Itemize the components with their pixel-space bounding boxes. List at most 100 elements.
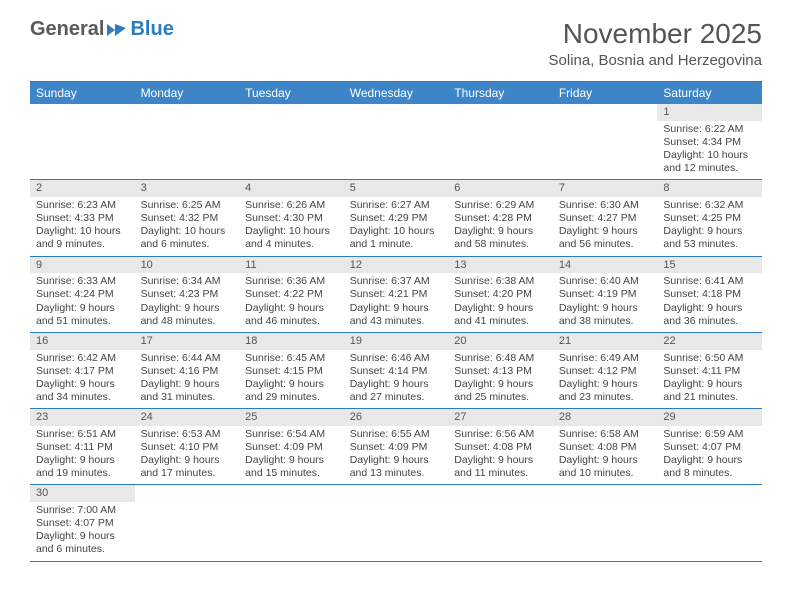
day-sunrise: Sunrise: 6:44 AM — [141, 352, 234, 365]
day-sunrise: Sunrise: 6:55 AM — [350, 428, 443, 441]
day-body: Sunrise: 6:55 AMSunset: 4:09 PMDaylight:… — [344, 426, 449, 485]
day-cell: 14Sunrise: 6:40 AMSunset: 4:19 PMDayligh… — [553, 257, 658, 332]
day-cell: 23Sunrise: 6:51 AMSunset: 4:11 PMDayligh… — [30, 409, 135, 484]
day-sunset: Sunset: 4:25 PM — [663, 212, 756, 225]
day-number: 27 — [448, 409, 553, 426]
day-sunset: Sunset: 4:09 PM — [245, 441, 338, 454]
day-sunrise: Sunrise: 6:59 AM — [663, 428, 756, 441]
day-daylight: Daylight: 9 hours and 58 minutes. — [454, 225, 547, 251]
day-number: 8 — [657, 180, 762, 197]
day-body: Sunrise: 6:45 AMSunset: 4:15 PMDaylight:… — [239, 350, 344, 409]
day-cell — [553, 485, 658, 560]
logo-text-general: General — [30, 18, 104, 41]
day-cell: 15Sunrise: 6:41 AMSunset: 4:18 PMDayligh… — [657, 257, 762, 332]
day-number: 25 — [239, 409, 344, 426]
day-sunrise: Sunrise: 6:51 AM — [36, 428, 129, 441]
day-cell: 21Sunrise: 6:49 AMSunset: 4:12 PMDayligh… — [553, 333, 658, 408]
day-cell: 2Sunrise: 6:23 AMSunset: 4:33 PMDaylight… — [30, 180, 135, 255]
day-sunset: Sunset: 4:30 PM — [245, 212, 338, 225]
day-body: Sunrise: 6:56 AMSunset: 4:08 PMDaylight:… — [448, 426, 553, 485]
day-header: Thursday — [448, 82, 553, 104]
day-cell: 24Sunrise: 6:53 AMSunset: 4:10 PMDayligh… — [135, 409, 240, 484]
week-row: 30Sunrise: 7:00 AMSunset: 4:07 PMDayligh… — [30, 485, 762, 561]
day-sunset: Sunset: 4:18 PM — [663, 288, 756, 301]
day-daylight: Daylight: 9 hours and 11 minutes. — [454, 454, 547, 480]
day-daylight: Daylight: 9 hours and 8 minutes. — [663, 454, 756, 480]
day-sunrise: Sunrise: 6:49 AM — [559, 352, 652, 365]
day-sunset: Sunset: 4:11 PM — [36, 441, 129, 454]
day-daylight: Daylight: 10 hours and 1 minute. — [350, 225, 443, 251]
day-sunrise: Sunrise: 6:58 AM — [559, 428, 652, 441]
day-cell: 6Sunrise: 6:29 AMSunset: 4:28 PMDaylight… — [448, 180, 553, 255]
day-daylight: Daylight: 9 hours and 25 minutes. — [454, 378, 547, 404]
day-cell: 18Sunrise: 6:45 AMSunset: 4:15 PMDayligh… — [239, 333, 344, 408]
day-sunset: Sunset: 4:08 PM — [454, 441, 547, 454]
day-cell: 26Sunrise: 6:55 AMSunset: 4:09 PMDayligh… — [344, 409, 449, 484]
day-sunset: Sunset: 4:15 PM — [245, 365, 338, 378]
day-daylight: Daylight: 9 hours and 6 minutes. — [36, 530, 129, 556]
day-sunset: Sunset: 4:11 PM — [663, 365, 756, 378]
day-cell — [135, 104, 240, 179]
day-sunrise: Sunrise: 6:48 AM — [454, 352, 547, 365]
day-sunrise: Sunrise: 6:25 AM — [141, 199, 234, 212]
day-body: Sunrise: 6:25 AMSunset: 4:32 PMDaylight:… — [135, 197, 240, 256]
day-cell: 11Sunrise: 6:36 AMSunset: 4:22 PMDayligh… — [239, 257, 344, 332]
day-cell: 10Sunrise: 6:34 AMSunset: 4:23 PMDayligh… — [135, 257, 240, 332]
day-number: 5 — [344, 180, 449, 197]
day-number: 10 — [135, 257, 240, 274]
day-number: 21 — [553, 333, 658, 350]
day-body: Sunrise: 6:50 AMSunset: 4:11 PMDaylight:… — [657, 350, 762, 409]
day-number: 3 — [135, 180, 240, 197]
day-sunset: Sunset: 4:09 PM — [350, 441, 443, 454]
day-sunset: Sunset: 4:13 PM — [454, 365, 547, 378]
day-daylight: Daylight: 10 hours and 9 minutes. — [36, 225, 129, 251]
day-body: Sunrise: 6:42 AMSunset: 4:17 PMDaylight:… — [30, 350, 135, 409]
day-sunrise: Sunrise: 6:27 AM — [350, 199, 443, 212]
day-number: 7 — [553, 180, 658, 197]
day-number: 13 — [448, 257, 553, 274]
day-sunset: Sunset: 4:10 PM — [141, 441, 234, 454]
day-sunrise: Sunrise: 6:30 AM — [559, 199, 652, 212]
day-sunrise: Sunrise: 6:46 AM — [350, 352, 443, 365]
day-cell — [344, 485, 449, 560]
day-sunrise: Sunrise: 6:41 AM — [663, 275, 756, 288]
weeks-container: 1Sunrise: 6:22 AMSunset: 4:34 PMDaylight… — [30, 104, 762, 562]
day-cell: 25Sunrise: 6:54 AMSunset: 4:09 PMDayligh… — [239, 409, 344, 484]
day-number: 17 — [135, 333, 240, 350]
day-cell: 12Sunrise: 6:37 AMSunset: 4:21 PMDayligh… — [344, 257, 449, 332]
day-body: Sunrise: 6:27 AMSunset: 4:29 PMDaylight:… — [344, 197, 449, 256]
day-daylight: Daylight: 9 hours and 36 minutes. — [663, 302, 756, 328]
day-sunrise: Sunrise: 6:42 AM — [36, 352, 129, 365]
day-daylight: Daylight: 9 hours and 15 minutes. — [245, 454, 338, 480]
day-sunset: Sunset: 4:14 PM — [350, 365, 443, 378]
day-number: 2 — [30, 180, 135, 197]
week-row: 1Sunrise: 6:22 AMSunset: 4:34 PMDaylight… — [30, 104, 762, 180]
day-sunset: Sunset: 4:22 PM — [245, 288, 338, 301]
day-body: Sunrise: 6:38 AMSunset: 4:20 PMDaylight:… — [448, 273, 553, 332]
day-cell — [344, 104, 449, 179]
day-sunrise: Sunrise: 6:40 AM — [559, 275, 652, 288]
day-body: Sunrise: 6:40 AMSunset: 4:19 PMDaylight:… — [553, 273, 658, 332]
day-sunrise: Sunrise: 6:37 AM — [350, 275, 443, 288]
day-sunset: Sunset: 4:29 PM — [350, 212, 443, 225]
day-number: 14 — [553, 257, 658, 274]
day-sunrise: Sunrise: 6:33 AM — [36, 275, 129, 288]
day-daylight: Daylight: 9 hours and 23 minutes. — [559, 378, 652, 404]
day-cell: 7Sunrise: 6:30 AMSunset: 4:27 PMDaylight… — [553, 180, 658, 255]
day-sunrise: Sunrise: 6:26 AM — [245, 199, 338, 212]
day-sunset: Sunset: 4:32 PM — [141, 212, 234, 225]
day-body: Sunrise: 6:54 AMSunset: 4:09 PMDaylight:… — [239, 426, 344, 485]
day-header: Tuesday — [239, 82, 344, 104]
day-daylight: Daylight: 9 hours and 31 minutes. — [141, 378, 234, 404]
day-daylight: Daylight: 9 hours and 43 minutes. — [350, 302, 443, 328]
day-header: Saturday — [657, 82, 762, 104]
day-daylight: Daylight: 9 hours and 34 minutes. — [36, 378, 129, 404]
day-body: Sunrise: 6:53 AMSunset: 4:10 PMDaylight:… — [135, 426, 240, 485]
week-row: 16Sunrise: 6:42 AMSunset: 4:17 PMDayligh… — [30, 333, 762, 409]
day-body: Sunrise: 6:41 AMSunset: 4:18 PMDaylight:… — [657, 273, 762, 332]
day-cell — [657, 485, 762, 560]
day-body: Sunrise: 6:46 AMSunset: 4:14 PMDaylight:… — [344, 350, 449, 409]
calendar: Sunday Monday Tuesday Wednesday Thursday… — [30, 81, 762, 562]
day-sunrise: Sunrise: 6:38 AM — [454, 275, 547, 288]
day-number: 1 — [657, 104, 762, 121]
